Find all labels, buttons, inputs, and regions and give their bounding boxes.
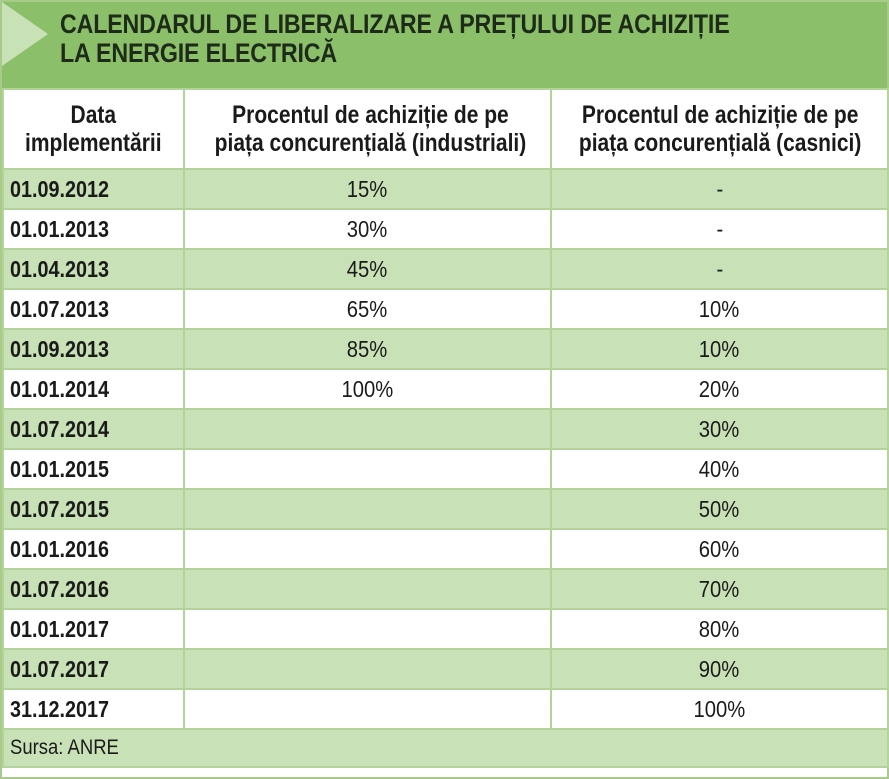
industrial-percent-cell bbox=[183, 688, 552, 730]
table-row: 01.01.2016 60% bbox=[2, 528, 889, 570]
casnici-percent-cell: 70% bbox=[550, 568, 889, 610]
table-row: 01.09.2013 85% 10% bbox=[2, 328, 889, 370]
casnici-percent-cell: 100% bbox=[550, 688, 889, 730]
industrial-percent-cell bbox=[183, 408, 552, 450]
date-cell: 31.12.2017 bbox=[2, 688, 185, 730]
title-bar: CALENDARUL DE LIBERALIZARE A PREȚULUI DE… bbox=[2, 2, 887, 88]
date-cell: 01.01.2016 bbox=[2, 528, 185, 570]
date-cell: 01.01.2013 bbox=[2, 208, 185, 250]
casnici-percent-cell: 10% bbox=[550, 288, 889, 330]
liberalization-table: Data implementării Procentul de achiziți… bbox=[2, 88, 889, 768]
table-row: 01.07.2017 90% bbox=[2, 648, 889, 690]
table-row: 01.07.2013 65% 10% bbox=[2, 288, 889, 330]
table-row: 01.07.2016 70% bbox=[2, 568, 889, 610]
casnici-percent-cell: - bbox=[550, 208, 889, 250]
date-cell: 01.01.2017 bbox=[2, 608, 185, 650]
industrial-percent-cell: 85% bbox=[183, 328, 552, 370]
industrial-percent-cell bbox=[183, 608, 552, 650]
casnici-percent-cell: 60% bbox=[550, 528, 889, 570]
date-cell: 01.01.2014 bbox=[2, 368, 185, 410]
source-note: Sursa: ANRE bbox=[2, 728, 889, 768]
table-row: 01.07.2014 30% bbox=[2, 408, 889, 450]
industrial-percent-cell: 15% bbox=[183, 168, 552, 210]
page-title: CALENDARUL DE LIBERALIZARE A PREȚULUI DE… bbox=[60, 10, 748, 68]
industrial-percent-cell bbox=[183, 528, 552, 570]
casnici-percent-cell: 30% bbox=[550, 408, 889, 450]
date-cell: 01.01.2015 bbox=[2, 448, 185, 490]
table-row: 01.01.2014 100% 20% bbox=[2, 368, 889, 410]
date-cell: 01.07.2015 bbox=[2, 488, 185, 530]
source-row: Sursa: ANRE bbox=[2, 728, 889, 768]
industrial-percent-cell bbox=[183, 648, 552, 690]
table-header-row: Data implementării Procentul de achiziți… bbox=[2, 88, 889, 170]
table-row: 01.04.2013 45% - bbox=[2, 248, 889, 290]
column-header-industrial: Procentul de achiziție de pe piața concu… bbox=[183, 88, 552, 170]
casnici-percent-cell: 20% bbox=[550, 368, 889, 410]
date-cell: 01.09.2012 bbox=[2, 168, 185, 210]
date-cell: 01.07.2014 bbox=[2, 408, 185, 450]
industrial-percent-cell: 45% bbox=[183, 248, 552, 290]
title-arrow-icon bbox=[2, 2, 48, 66]
casnici-percent-cell: - bbox=[550, 168, 889, 210]
industrial-percent-cell bbox=[183, 488, 552, 530]
casnici-percent-cell: 10% bbox=[550, 328, 889, 370]
industrial-percent-cell: 65% bbox=[183, 288, 552, 330]
industrial-percent-cell bbox=[183, 448, 552, 490]
date-cell: 01.09.2013 bbox=[2, 328, 185, 370]
column-header-date: Data implementării bbox=[2, 88, 185, 170]
table-row: 01.01.2015 40% bbox=[2, 448, 889, 490]
table-body: 01.09.2012 15% -01.01.2013 30% -01.04.2013 45… bbox=[2, 168, 889, 730]
casnici-percent-cell: 40% bbox=[550, 448, 889, 490]
industrial-percent-cell bbox=[183, 568, 552, 610]
industrial-percent-cell: 30% bbox=[183, 208, 552, 250]
table-row: 01.01.2017 80% bbox=[2, 608, 889, 650]
title-line-1: CALENDARUL DE LIBERALIZARE A PREȚULUI DE… bbox=[60, 9, 730, 39]
casnici-percent-cell: 80% bbox=[550, 608, 889, 650]
date-cell: 01.07.2013 bbox=[2, 288, 185, 330]
casnici-percent-cell: 50% bbox=[550, 488, 889, 530]
date-cell: 01.04.2013 bbox=[2, 248, 185, 290]
title-line-2: LA ENERGIE ELECTRICĂ bbox=[60, 38, 337, 68]
column-header-casnici: Procentul de achiziție de pe piața concu… bbox=[550, 88, 889, 170]
date-cell: 01.07.2017 bbox=[2, 648, 185, 690]
casnici-percent-cell: 90% bbox=[550, 648, 889, 690]
industrial-percent-cell: 100% bbox=[183, 368, 552, 410]
table-row: 01.07.2015 50% bbox=[2, 488, 889, 530]
casnici-percent-cell: - bbox=[550, 248, 889, 290]
table-row: 31.12.2017 100% bbox=[2, 688, 889, 730]
date-cell: 01.07.2016 bbox=[2, 568, 185, 610]
table-row: 01.09.2012 15% - bbox=[2, 168, 889, 210]
table-row: 01.01.2013 30% - bbox=[2, 208, 889, 250]
